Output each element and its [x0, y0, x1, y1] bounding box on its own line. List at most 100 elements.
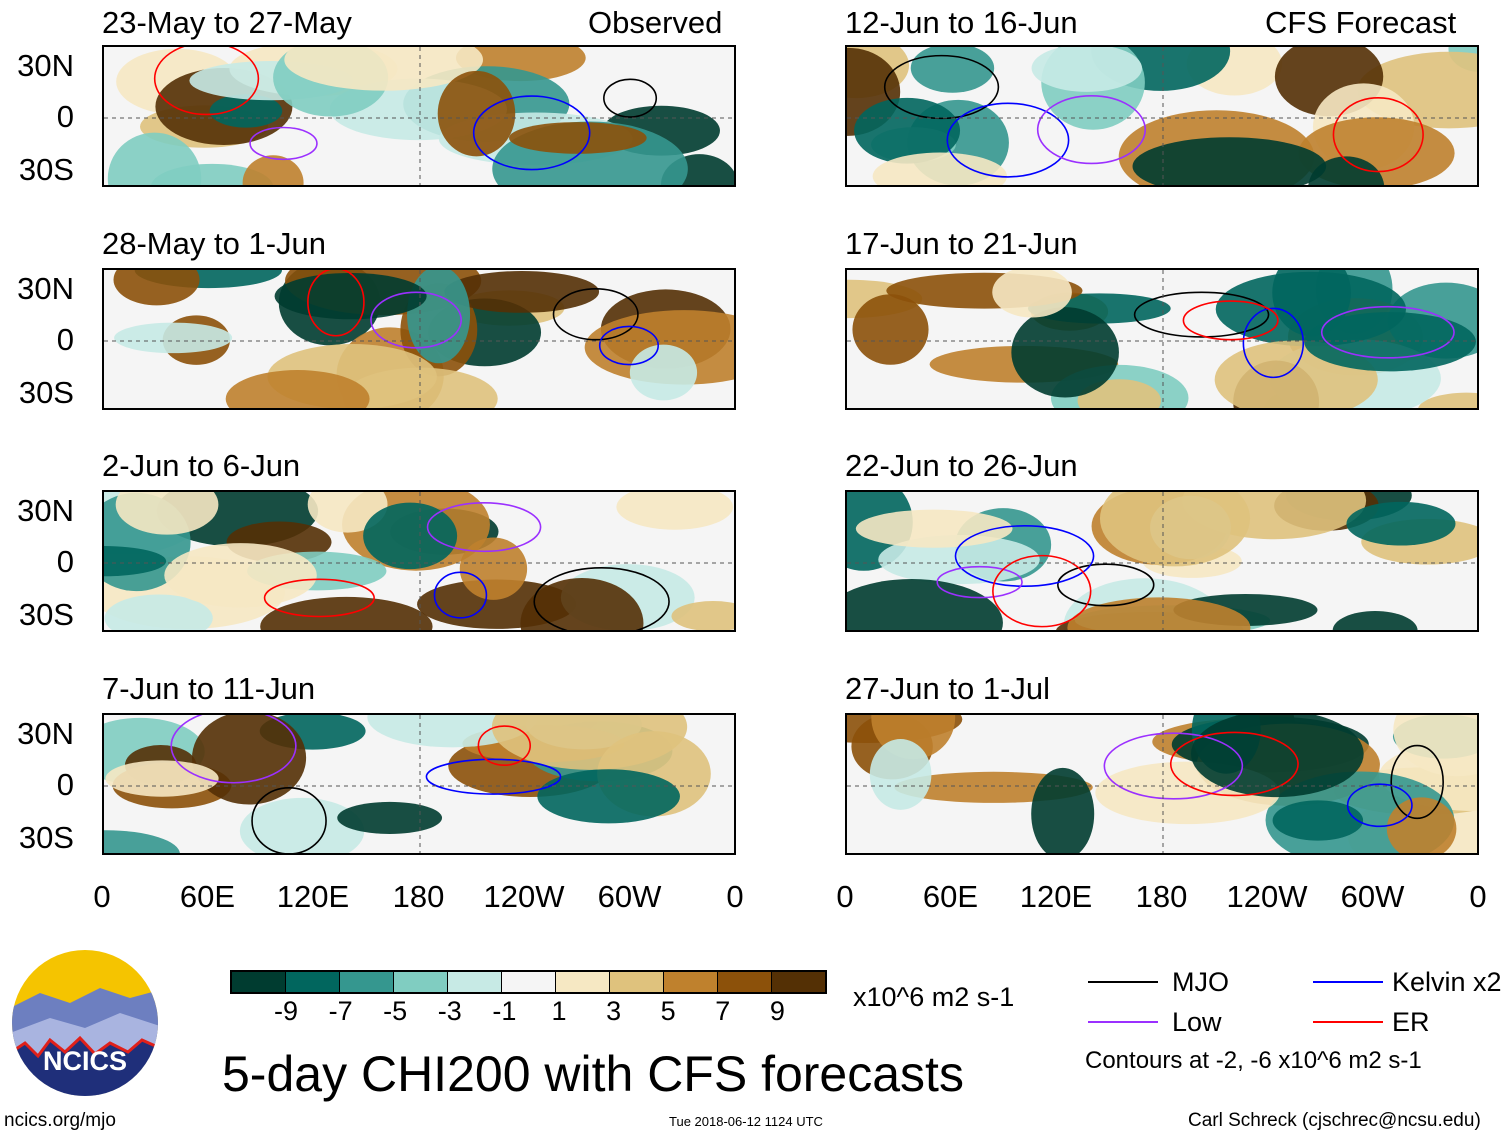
contour-note: Contours at -2, -6 x10^6 m2 s-1	[1085, 1047, 1422, 1074]
anomaly-shading	[444, 270, 600, 313]
contour-kelvin	[1242, 307, 1305, 379]
contour-mjo	[251, 787, 327, 853]
anomaly-shading	[242, 155, 304, 185]
contour-kelvin	[472, 95, 591, 171]
anomaly-shading	[910, 47, 995, 93]
colorbar-tick-label: -3	[437, 996, 462, 1026]
contour-er	[263, 578, 375, 618]
y-tick-label: 0	[56, 322, 74, 357]
x-tick-label: 180	[1135, 879, 1188, 914]
colorbar-swatch	[664, 972, 718, 992]
contour-kelvin	[946, 102, 1070, 178]
panel-title: 22-Jun to 26-Jun	[845, 448, 1078, 483]
svg-text:NCICS: NCICS	[43, 1046, 127, 1076]
contour-low	[170, 715, 297, 784]
colorbar	[230, 970, 827, 994]
y-tick-label: 0	[56, 544, 74, 579]
x-tick-label: 120E	[1019, 879, 1093, 914]
colorbar-swatch	[610, 972, 664, 992]
y-tick-label: 30N	[17, 48, 74, 83]
colorbar-tick-label: -9	[273, 996, 299, 1026]
colorbar-units: x10^6 m2 s-1	[853, 982, 1015, 1012]
contour-mjo	[603, 78, 658, 118]
footer-url[interactable]: ncics.org/mjo	[4, 1110, 116, 1131]
ncics-logo: NCICS	[12, 950, 158, 1096]
contour-mjo	[1390, 744, 1444, 820]
panel-title: 28-May to 1-Jun	[102, 226, 326, 261]
column-label: CFS Forecast	[1265, 5, 1457, 40]
x-tick-label: 120W	[483, 879, 565, 914]
anomaly-shading	[1031, 47, 1143, 92]
x-tick-label: 60W	[1340, 879, 1405, 914]
colorbar-swatch	[502, 972, 556, 992]
map-panel	[845, 268, 1479, 410]
anomaly-shading	[1011, 307, 1119, 398]
colorbar-swatch	[718, 972, 772, 992]
anomaly-shading	[104, 830, 180, 853]
contour-kelvin	[433, 571, 488, 619]
colorbar-swatch	[286, 972, 340, 992]
anomaly-shading	[1308, 156, 1385, 185]
colorbar-tick-label: 1	[551, 996, 567, 1026]
legend-line-kelvin	[1313, 981, 1383, 983]
map-panel	[102, 713, 736, 855]
y-tick-label: 30S	[18, 152, 74, 187]
contour-low	[1103, 732, 1244, 800]
anomaly-shading	[1346, 501, 1456, 546]
map-panel	[845, 490, 1479, 632]
legend-line-er	[1313, 1021, 1383, 1023]
contour-low	[249, 126, 318, 161]
contour-low	[1320, 305, 1455, 359]
contour-kelvin	[1346, 783, 1413, 828]
anomaly-shading	[1272, 800, 1364, 841]
x-tick-label: 0	[836, 879, 854, 914]
anomaly-shading	[284, 47, 483, 91]
colorbar-swatch	[340, 972, 394, 992]
map-panel	[845, 45, 1479, 187]
legend-kelvin: Kelvin x2	[1392, 967, 1502, 997]
anomaly-shading	[114, 322, 233, 354]
y-tick-label: 30S	[18, 597, 74, 632]
colorbar-swatch	[556, 972, 610, 992]
anomaly-shading	[113, 270, 200, 306]
contour-kelvin	[425, 758, 562, 795]
contour-mjo	[552, 288, 639, 341]
contour-er	[1332, 97, 1424, 173]
legend-mjo: MJO	[1172, 967, 1229, 997]
colorbar-tick-label: 5	[660, 996, 676, 1026]
anomaly-shading	[239, 797, 365, 853]
y-tick-label: 30N	[17, 271, 74, 306]
contour-kelvin	[954, 525, 1095, 588]
contour-mjo	[883, 54, 1000, 120]
x-tick-label: 60E	[922, 879, 979, 914]
legend-line-low	[1088, 1021, 1158, 1023]
anomaly-shading	[107, 132, 202, 185]
legend-low: Low	[1172, 1007, 1222, 1037]
anomaly-shading	[1190, 715, 1364, 798]
colorbar-tick-label: 7	[715, 996, 731, 1026]
legend-line-mjo	[1088, 981, 1158, 983]
anomaly-shading	[164, 543, 317, 608]
column-label: Observed	[588, 5, 723, 40]
x-tick-label: 0	[726, 879, 744, 914]
y-tick-label: 30N	[17, 493, 74, 528]
x-tick-label: 0	[93, 879, 111, 914]
anomaly-shading	[629, 344, 698, 401]
y-tick-label: 30S	[18, 820, 74, 855]
contour-er	[1169, 731, 1299, 797]
legend-er: ER	[1392, 1007, 1430, 1037]
map-panel	[102, 268, 736, 410]
contour-low	[370, 291, 462, 349]
contour-er	[477, 725, 532, 766]
anomaly-shading	[855, 509, 1013, 548]
contour-low	[426, 501, 542, 553]
colorbar-swatch	[232, 972, 286, 992]
y-tick-label: 0	[56, 767, 74, 802]
colorbar-swatch	[772, 972, 825, 992]
map-panel	[845, 713, 1479, 855]
colorbar-swatch	[448, 972, 502, 992]
anomaly-shading	[363, 502, 458, 570]
contour-er	[307, 270, 365, 337]
anomaly-shading	[225, 370, 370, 408]
anomaly-shading	[1386, 797, 1457, 853]
